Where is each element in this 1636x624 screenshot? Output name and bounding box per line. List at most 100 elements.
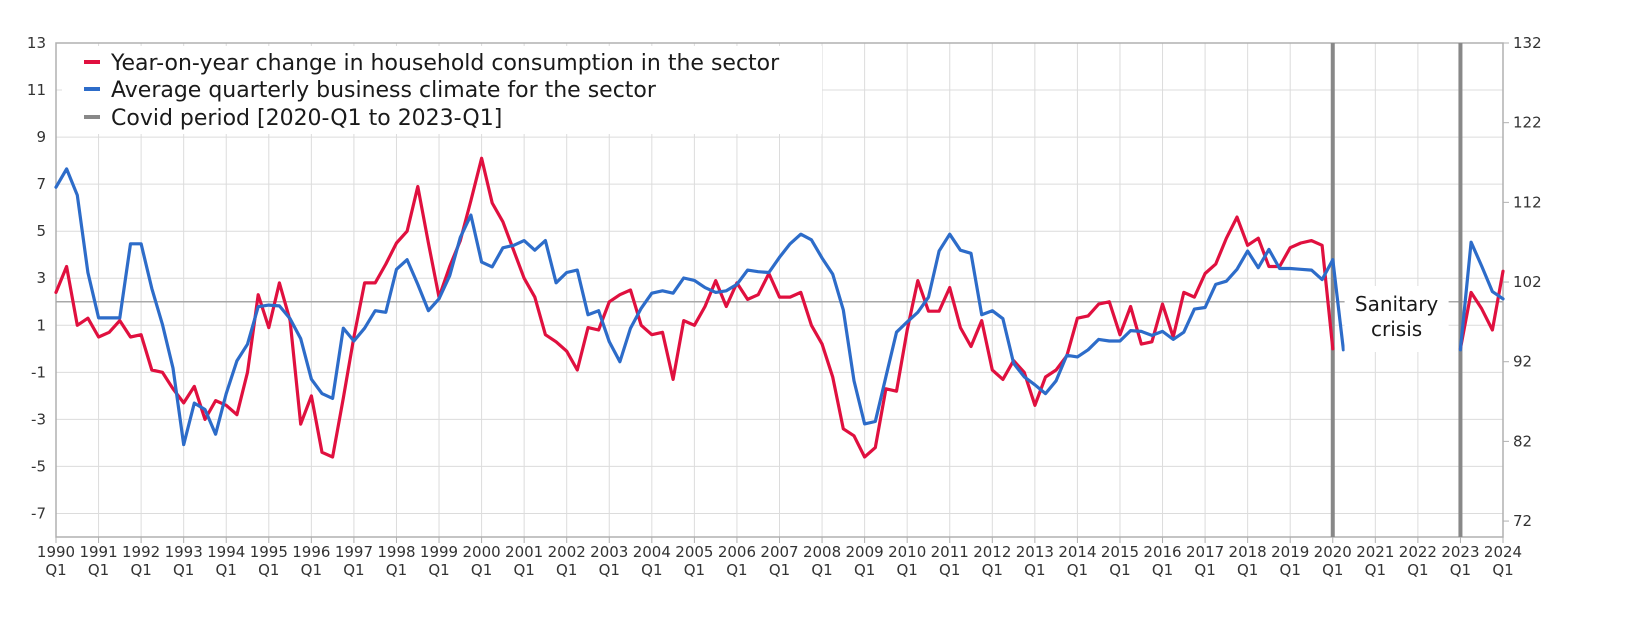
covid-period-markers [1330,43,1463,537]
legend-label-covid-period: Covid period [2020-Q1 to 2023-Q1] [111,106,502,131]
x-tick-quarter-label: Q1 [769,561,790,579]
left-tick-label: 5 [36,222,46,240]
left-tick-label: 1 [36,316,46,334]
x-tick-year-label: 2004 [633,543,671,561]
x-tick-year-label: 1992 [122,543,160,561]
legend: Year-on-year change in household consump… [62,46,822,134]
x-tick-quarter-label: Q1 [513,561,534,579]
x-tick-year-label: 2005 [675,543,713,561]
series-line-segment [54,167,1346,447]
x-tick-quarter-label: Q1 [811,561,832,579]
x-tick-year-label: 1993 [165,543,203,561]
x-tick-year-label: 1995 [250,543,288,561]
x-tick-quarter-label: Q1 [1152,561,1173,579]
x-tick-quarter-label: Q1 [45,561,66,579]
x-tick-quarter-label: Q1 [88,561,109,579]
left-tick-label: 3 [36,269,46,287]
x-tick-year-label: 2000 [462,543,500,561]
x-tick-year-label: 2020 [1314,543,1352,561]
series-line-segment [1458,240,1505,352]
x-tick-quarter-label: Q1 [1067,561,1088,579]
left-tick-label: -1 [31,363,46,381]
x-tick-year-label: 1996 [292,543,330,561]
x-tick-year-label: 2015 [1101,543,1139,561]
x-tick-year-label: 2022 [1399,543,1437,561]
x-tick-quarter-label: Q1 [1365,561,1386,579]
x-tick-year-label: 2013 [1016,543,1054,561]
x-tick-year-label: 1990 [37,543,75,561]
x-tick-year-label: 2002 [548,543,586,561]
x-tick-quarter-label: Q1 [1024,561,1045,579]
x-tick-year-label: 2021 [1356,543,1394,561]
x-tick-year-label: 2007 [760,543,798,561]
right-tick-label: 82 [1513,432,1532,450]
series-business-climate [54,167,1505,447]
right-tick-label: 102 [1513,273,1542,291]
x-tick-year-label: 2009 [846,543,884,561]
series-consumption [54,156,1505,459]
x-tick-quarter-label: Q1 [216,561,237,579]
left-tick-label: 13 [27,34,46,52]
left-tick-label: -3 [31,410,46,428]
x-tick-year-label: 2014 [1058,543,1096,561]
right-tick-label: 122 [1513,114,1542,132]
x-tick-quarter-label: Q1 [1322,561,1343,579]
left-tick-label: 7 [36,175,46,193]
x-tick-quarter-label: Q1 [556,561,577,579]
x-tick-year-label: 2019 [1271,543,1309,561]
legend-label-consumption: Year-on-year change in household consump… [110,51,780,76]
x-tick-year-label: 2016 [1143,543,1181,561]
x-tick-quarter-label: Q1 [641,561,662,579]
right-tick-label: 132 [1513,34,1542,52]
x-tick-quarter-label: Q1 [258,561,279,579]
x-tick-year-label: 1991 [79,543,117,561]
x-tick-year-label: 2011 [931,543,969,561]
covid-annotation: Sanitary crisis [1344,286,1449,352]
x-tick-year-label: 2012 [973,543,1011,561]
x-tick-year-label: 2018 [1229,543,1267,561]
x-tick-year-label: 2024 [1484,543,1522,561]
x-axis-tick-labels: 1990Q11991Q11992Q11993Q11994Q11995Q11996… [37,537,1522,579]
legend-label-business-climate: Average quarterly business climate for t… [111,78,657,103]
series-line-segment [1458,269,1505,351]
x-tick-quarter-label: Q1 [599,561,620,579]
x-tick-quarter-label: Q1 [428,561,449,579]
x-tick-quarter-label: Q1 [854,561,875,579]
x-tick-quarter-label: Q1 [130,561,151,579]
x-tick-quarter-label: Q1 [726,561,747,579]
right-axis-tick-labels: 72 82 92 102 112 122 132 [1503,34,1542,530]
covid-label-background [1344,286,1449,352]
x-tick-quarter-label: Q1 [1194,561,1215,579]
x-tick-quarter-label: Q1 [1450,561,1471,579]
x-tick-quarter-label: Q1 [1492,561,1513,579]
x-tick-quarter-label: Q1 [173,561,194,579]
right-tick-label: 72 [1513,512,1532,530]
x-tick-quarter-label: Q1 [1237,561,1258,579]
x-tick-year-label: 2023 [1441,543,1479,561]
x-tick-year-label: 2010 [888,543,926,561]
x-tick-quarter-label: Q1 [1407,561,1428,579]
x-tick-quarter-label: Q1 [1280,561,1301,579]
x-tick-quarter-label: Q1 [301,561,322,579]
x-tick-quarter-label: Q1 [471,561,492,579]
covid-label-line2: crisis [1371,317,1422,341]
series-layer [54,156,1505,459]
right-tick-label: 92 [1513,353,1532,371]
x-tick-quarter-label: Q1 [982,561,1003,579]
left-tick-label: 11 [27,81,46,99]
x-tick-year-label: 2001 [505,543,543,561]
x-tick-year-label: 2008 [803,543,841,561]
x-tick-quarter-label: Q1 [684,561,705,579]
legend-background [62,46,822,134]
x-tick-year-label: 2017 [1186,543,1224,561]
x-tick-quarter-label: Q1 [386,561,407,579]
x-tick-year-label: 1997 [335,543,373,561]
series-line-segment [54,156,1335,459]
x-tick-year-label: 1994 [207,543,245,561]
x-tick-year-label: 1998 [377,543,415,561]
left-tick-label: -7 [31,504,46,522]
x-tick-quarter-label: Q1 [896,561,917,579]
left-tick-label: -5 [31,457,46,475]
